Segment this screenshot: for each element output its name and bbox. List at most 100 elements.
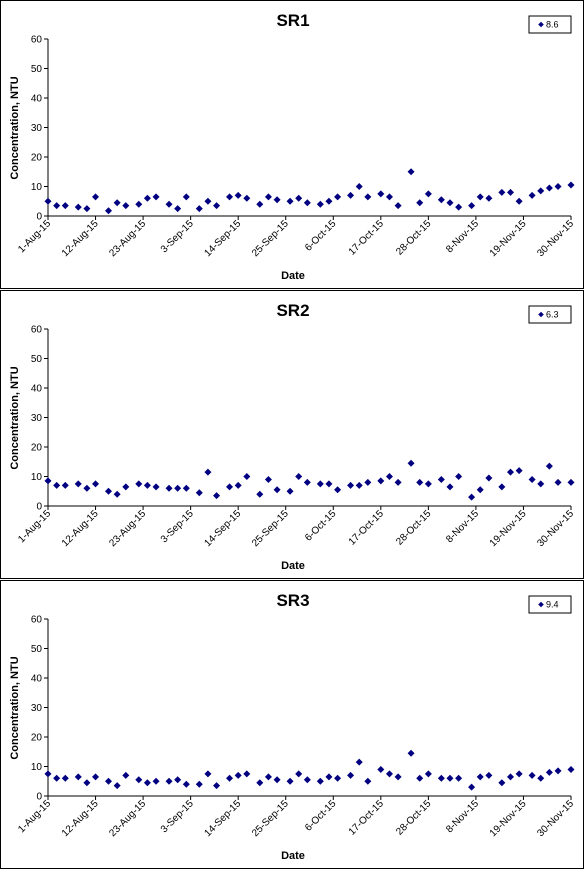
data-point xyxy=(264,193,272,201)
x-tick-label: 12-Aug-15 xyxy=(60,798,101,839)
y-tick-label: 60 xyxy=(31,35,43,46)
data-point xyxy=(364,777,372,785)
legend-box xyxy=(528,595,572,614)
x-tick-label: 25-Sep-15 xyxy=(250,508,291,549)
data-point xyxy=(416,199,424,207)
chart-panel-sr1: SR1 0 10 20 30 40 50 60 1-Aug-15 12-Aug-15 23-Aug-… xyxy=(0,0,584,289)
data-point xyxy=(347,771,355,779)
data-point xyxy=(476,193,484,201)
data-point xyxy=(286,197,294,205)
data-point xyxy=(113,782,121,790)
data-point xyxy=(74,773,82,781)
x-tick-label: 30-Nov-15 xyxy=(535,798,576,839)
data-point xyxy=(243,473,251,480)
data-point xyxy=(506,773,514,781)
data-point xyxy=(295,473,303,480)
data-point xyxy=(295,770,303,778)
x-tick-label: 23-Aug-15 xyxy=(107,798,148,839)
y-tick-label: 10 xyxy=(31,472,43,483)
data-point xyxy=(143,779,151,787)
data-point xyxy=(377,765,385,773)
data-point xyxy=(554,478,562,486)
data-point xyxy=(122,202,130,210)
data-point xyxy=(264,773,272,781)
x-tick-label: 1-Aug-15 xyxy=(16,798,53,835)
chart-sr2: SR2 0 10 20 30 40 50 60 1-Aug-15 12-Aug-15 23-Aug-… xyxy=(9,301,576,572)
x-tick-label: 23-Aug-15 xyxy=(107,508,148,549)
x-axis-label: Date xyxy=(281,850,305,862)
data-point xyxy=(303,478,311,486)
data-point xyxy=(195,780,203,788)
data-point xyxy=(105,487,113,495)
y-tick-label: 40 xyxy=(31,384,43,395)
legend-box xyxy=(528,15,572,34)
data-point xyxy=(364,478,372,486)
x-tick-label: 8-Nov-15 xyxy=(444,798,481,835)
data-point xyxy=(537,480,545,488)
legend: 6.3 xyxy=(528,305,572,324)
data-point xyxy=(226,774,234,782)
data-point xyxy=(213,782,221,790)
x-tick-label: 19-Nov-15 xyxy=(488,218,529,259)
data-point xyxy=(468,783,476,791)
y-tick-label: 50 xyxy=(31,644,43,655)
data-point xyxy=(135,200,143,208)
x-tick-label: 17-Oct-15 xyxy=(347,508,387,548)
data-point xyxy=(498,779,506,787)
data-point xyxy=(334,486,342,494)
y-tick-label: 10 xyxy=(31,182,43,193)
data-point xyxy=(303,199,311,207)
data-point xyxy=(303,776,311,784)
data-point xyxy=(394,478,402,486)
y-axis-label: Concentration, NTU xyxy=(9,656,21,759)
y-tick-label: 40 xyxy=(31,94,43,105)
data-point xyxy=(537,774,545,782)
y-tick-label: 0 xyxy=(36,792,42,803)
data-point xyxy=(122,771,130,779)
x-tick-label: 6-Oct-15 xyxy=(303,798,339,834)
data-point xyxy=(528,475,536,483)
data-point xyxy=(567,181,575,189)
legend-marker xyxy=(538,601,544,608)
data-point xyxy=(74,203,82,211)
data-point xyxy=(53,202,61,210)
data-point xyxy=(195,205,203,213)
data-point xyxy=(325,480,333,488)
chart-title: SR1 xyxy=(276,11,309,30)
x-tick-label: 23-Aug-15 xyxy=(107,218,148,259)
data-point xyxy=(316,200,324,208)
data-point xyxy=(567,765,575,773)
data-point xyxy=(355,758,363,766)
data-point xyxy=(334,193,342,201)
data-point xyxy=(485,474,493,482)
data-point xyxy=(273,776,281,784)
data-point xyxy=(74,480,82,488)
data-point xyxy=(295,194,303,202)
y-tick-label: 30 xyxy=(31,123,43,134)
data-point xyxy=(446,483,454,491)
data-point xyxy=(256,779,264,787)
data-point xyxy=(243,770,251,778)
data-point xyxy=(105,777,113,785)
x-tick-label: 14-Sep-15 xyxy=(203,218,244,259)
data-point xyxy=(347,191,355,199)
data-point xyxy=(165,484,173,492)
x-tick-label: 1-Aug-15 xyxy=(16,508,53,545)
data-point xyxy=(325,773,333,781)
x-tick-label: 28-Oct-15 xyxy=(394,798,434,838)
data-point xyxy=(113,199,121,207)
data-point xyxy=(152,483,160,491)
y-tick-label: 20 xyxy=(31,443,43,454)
data-point xyxy=(143,194,151,202)
y-tick-label: 60 xyxy=(31,325,43,336)
legend-label: 6.3 xyxy=(546,310,559,320)
data-point xyxy=(182,484,190,492)
x-tick-label: 25-Sep-15 xyxy=(250,218,291,259)
x-tick-label: 30-Nov-15 xyxy=(535,508,576,549)
data-point xyxy=(53,481,61,489)
data-point xyxy=(355,481,363,489)
x-axis-label: Date xyxy=(281,560,305,572)
data-point xyxy=(286,487,294,495)
data-point xyxy=(545,462,553,470)
